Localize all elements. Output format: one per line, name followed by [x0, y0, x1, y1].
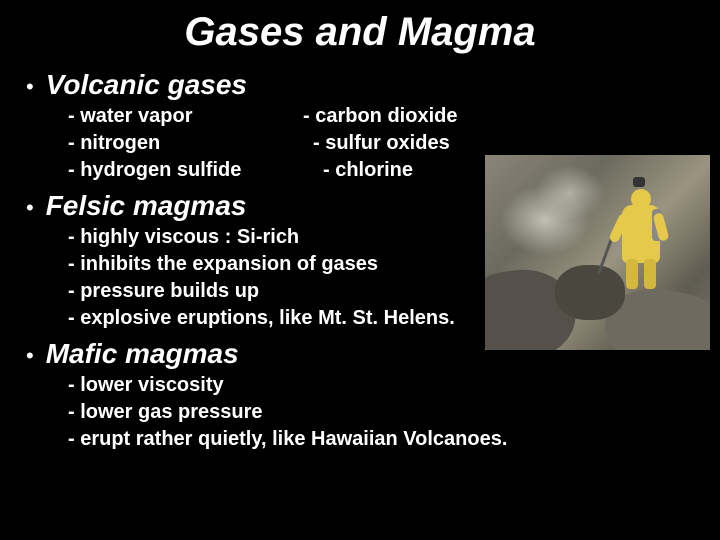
gas-item: - nitrogen — [68, 130, 303, 157]
gas-item: - sulfur oxides — [303, 130, 450, 157]
hazmat-person-icon — [622, 205, 660, 263]
slide-title: Gases and Magma — [0, 0, 720, 63]
list-item: - erupt rather quietly, like Hawaiian Vo… — [68, 426, 700, 453]
bullet-icon: • — [26, 345, 34, 367]
gas-item: - chlorine — [303, 157, 413, 184]
gas-item: - carbon dioxide — [303, 103, 457, 130]
bullet-icon: • — [26, 76, 34, 98]
list-item: - lower viscosity — [68, 372, 700, 399]
volcanic-sampling-photo — [485, 155, 710, 350]
mafic-list: - lower viscosity - lower gas pressure -… — [26, 372, 700, 453]
section-heading: Mafic magmas — [46, 338, 239, 370]
section-volcanic-gases: • Volcanic gases — [26, 63, 700, 103]
gas-item: - water vapor — [68, 103, 303, 130]
section-heading: Volcanic gases — [46, 69, 247, 101]
gas-item: - hydrogen sulfide — [68, 157, 303, 184]
list-item: - lower gas pressure — [68, 399, 700, 426]
section-heading: Felsic magmas — [46, 190, 247, 222]
bullet-icon: • — [26, 197, 34, 219]
